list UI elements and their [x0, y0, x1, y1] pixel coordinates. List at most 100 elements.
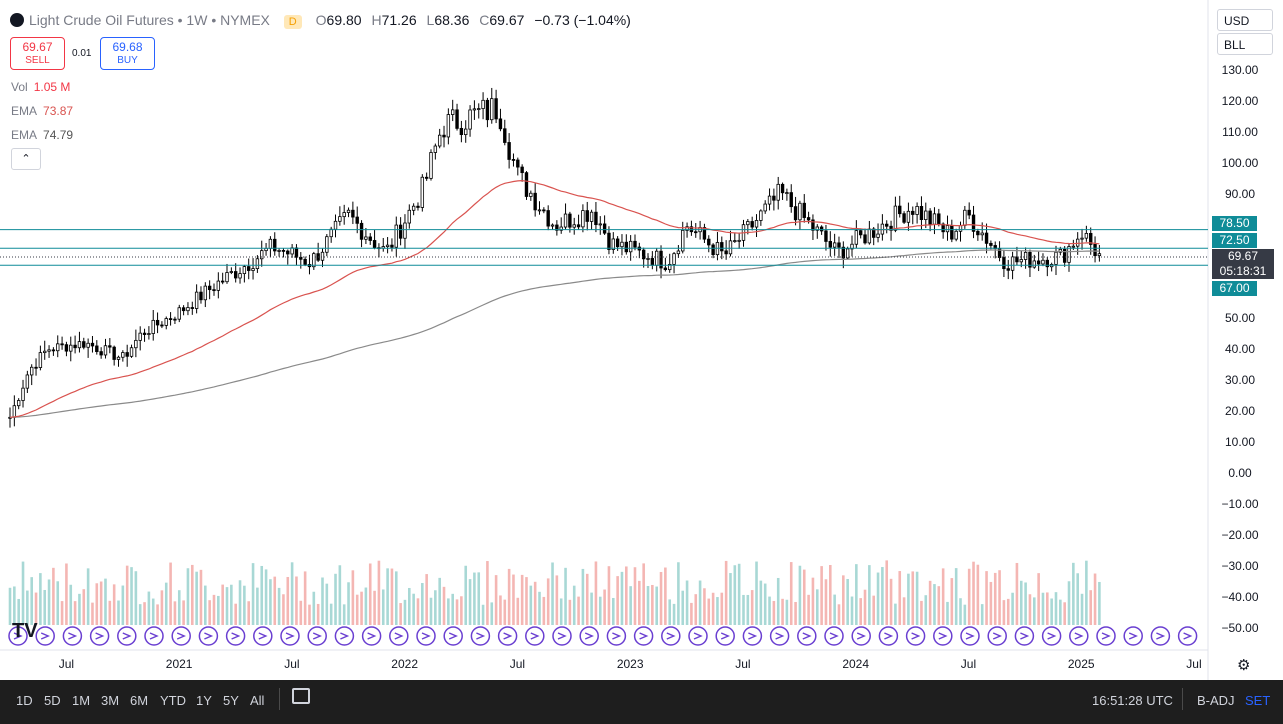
volume-bar	[802, 569, 806, 625]
volume-bar	[394, 571, 398, 625]
candle-body	[108, 345, 112, 348]
b-adj-toggle[interactable]: B-ADJ	[1197, 693, 1235, 708]
buy-price: 69.68	[112, 40, 143, 54]
candle-body	[759, 210, 763, 221]
utc-clock[interactable]: 16:51:28 UTC	[1092, 693, 1173, 708]
candle-body	[51, 349, 56, 352]
event-marker-arrow	[748, 632, 758, 640]
candle-body	[481, 99, 485, 109]
candle-body	[572, 224, 576, 228]
currency-select[interactable]: USD	[1217, 9, 1273, 31]
candle-body	[1067, 246, 1071, 263]
event-marker-arrow	[421, 632, 431, 640]
volume-bar	[585, 573, 589, 625]
event-marker-arrow	[911, 632, 921, 640]
candle-body	[702, 227, 707, 240]
volume-bar	[381, 589, 385, 625]
gear-icon[interactable]: ⚙	[1237, 657, 1251, 674]
price-chart[interactable]: 130.00 120.00 110.00 100.00 90.00 50.00 40.00 3…	[0, 0, 1283, 680]
candle-body	[338, 216, 342, 222]
tf-1m-button[interactable]: 1M	[72, 693, 91, 708]
candle-body	[932, 213, 937, 225]
candle-body	[889, 225, 893, 231]
volume-bar	[186, 568, 190, 625]
ema-long-label: EMA	[11, 128, 38, 142]
chart-area[interactable]: 130.00 120.00 110.00 100.00 90.00 50.00 40.00 3…	[0, 0, 1283, 680]
calendar-icon[interactable]	[292, 688, 310, 704]
volume-bar	[633, 567, 637, 625]
event-marker-arrow	[1128, 632, 1138, 640]
candle-body	[207, 285, 212, 291]
volume-bar	[82, 589, 86, 625]
symbol-title[interactable]: Light Crude Oil Futures	[29, 12, 174, 28]
volume-value: 1.05 M	[33, 80, 71, 94]
symbol-header[interactable]: Light Crude Oil Futures • 1W • NYMEX D O…	[10, 12, 631, 29]
change-value: −0.73 (−1.04%)	[534, 12, 631, 28]
volume-bar	[972, 561, 975, 625]
volume-bar	[8, 587, 12, 625]
candle-body	[976, 230, 980, 236]
candle-body	[177, 307, 181, 320]
candle-body	[581, 210, 585, 228]
sell-button[interactable]: 69.67 SELL	[10, 37, 65, 70]
volume-bar	[104, 578, 107, 625]
event-marker-arrow	[965, 632, 975, 640]
volume-bar	[217, 595, 220, 625]
tf-all-button[interactable]: All	[250, 693, 265, 708]
event-marker-arrow	[176, 632, 186, 640]
candle-body	[490, 98, 494, 121]
candle-body	[403, 222, 407, 239]
candle-body	[333, 220, 338, 230]
time-tick-label: Jul	[59, 657, 74, 671]
volume-bar	[746, 594, 750, 625]
volume-bar	[525, 577, 528, 625]
ema-long-legend[interactable]: EMA 74.79	[11, 128, 73, 142]
tf-1d-button[interactable]: 1D	[16, 693, 33, 708]
candle-body	[524, 172, 529, 197]
tf-6m-button[interactable]: 6M	[130, 693, 149, 708]
event-marker-icon	[1041, 626, 1062, 646]
candle-body	[919, 206, 924, 221]
volume-legend[interactable]: Vol 1.05 M	[11, 80, 70, 94]
event-marker-arrow	[95, 632, 105, 640]
volume-bar	[17, 598, 20, 625]
candle-body	[967, 209, 971, 216]
tf-ytd-button[interactable]: YTD	[160, 693, 186, 708]
volume-bar	[173, 601, 177, 625]
candle-body	[342, 212, 346, 218]
unit-select[interactable]: BLL	[1217, 33, 1273, 55]
volume-bar	[572, 585, 576, 625]
tf-1y-button[interactable]: 1Y	[196, 693, 212, 708]
collapse-legend-button[interactable]: ⌃	[11, 148, 41, 170]
symbol-icon	[10, 13, 24, 27]
tf-5y-button[interactable]: 5Y	[223, 693, 239, 708]
candle-body	[802, 202, 806, 218]
event-marker-arrow	[1020, 632, 1030, 640]
volume-bar	[56, 581, 60, 625]
event-marker-icon	[769, 626, 790, 646]
event-marker-icon	[552, 626, 572, 646]
tf-3m-button[interactable]: 3M	[101, 693, 120, 708]
volume-bar	[195, 571, 198, 625]
candle-body	[21, 387, 25, 401]
settlement-toggle[interactable]: SET	[1245, 693, 1271, 708]
event-marker-arrow	[639, 632, 649, 640]
tradingview-logo[interactable]: TV	[12, 620, 38, 642]
candle-body	[477, 108, 481, 110]
tf-5d-button[interactable]: 5D	[44, 693, 61, 708]
candle-body	[850, 243, 854, 250]
candle-body	[16, 400, 21, 407]
ema-short-legend[interactable]: EMA 73.87	[11, 104, 73, 118]
buy-button[interactable]: 69.68 BUY	[100, 37, 155, 70]
event-marker-icon	[280, 626, 300, 646]
high-value: 71.26	[381, 12, 417, 28]
candle-body	[355, 216, 359, 224]
candle-body	[1084, 232, 1089, 239]
candle-body	[1071, 245, 1076, 248]
candle-body	[546, 210, 550, 227]
time-tick-label: 2025	[1068, 657, 1095, 671]
current-price-tag: 69.67 05:18:31	[1212, 249, 1274, 279]
event-marker-icon	[225, 626, 246, 646]
volume-bar	[976, 564, 980, 625]
candle-body	[954, 230, 958, 240]
